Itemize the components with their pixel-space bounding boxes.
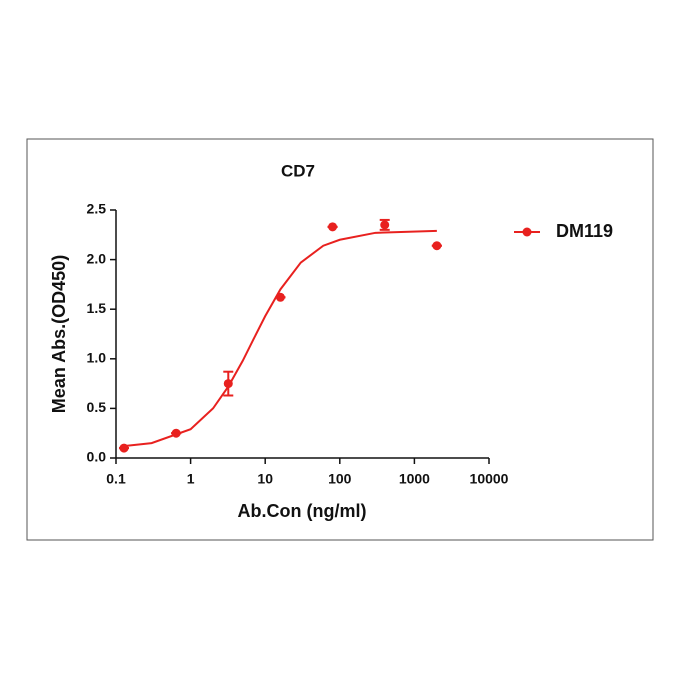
x-tick-label: 0.1 xyxy=(106,471,126,487)
x-tick-label: 1 xyxy=(187,471,195,487)
chart-frame xyxy=(26,138,654,541)
x-axis-label: Ab.Con (ng/ml) xyxy=(238,501,367,521)
data-point xyxy=(328,222,338,232)
data-point xyxy=(432,241,442,251)
x-tick-label: 1000 xyxy=(399,471,430,487)
data-point xyxy=(171,428,181,438)
x-tick-label: 10 xyxy=(257,471,273,487)
legend-marker xyxy=(522,227,532,237)
y-axis-label: Mean Abs.(OD450) xyxy=(49,255,69,413)
chart-title: CD7 xyxy=(281,161,315,180)
y-tick-label: 1.0 xyxy=(87,350,107,366)
x-tick-label: 100 xyxy=(328,471,352,487)
fit-curve xyxy=(123,229,437,448)
data-point xyxy=(380,220,390,230)
x-tick-label: 10000 xyxy=(470,471,509,487)
legend-label: DM119 xyxy=(556,221,613,241)
y-tick-label: 2.0 xyxy=(87,250,107,266)
data-point xyxy=(275,292,285,302)
y-tick-label: 2.5 xyxy=(87,201,107,217)
y-tick-label: 0.5 xyxy=(87,399,107,415)
y-tick-label: 1.5 xyxy=(87,300,107,316)
data-point xyxy=(119,443,129,453)
data-point xyxy=(223,379,233,389)
y-tick-label: 0.0 xyxy=(87,449,107,465)
